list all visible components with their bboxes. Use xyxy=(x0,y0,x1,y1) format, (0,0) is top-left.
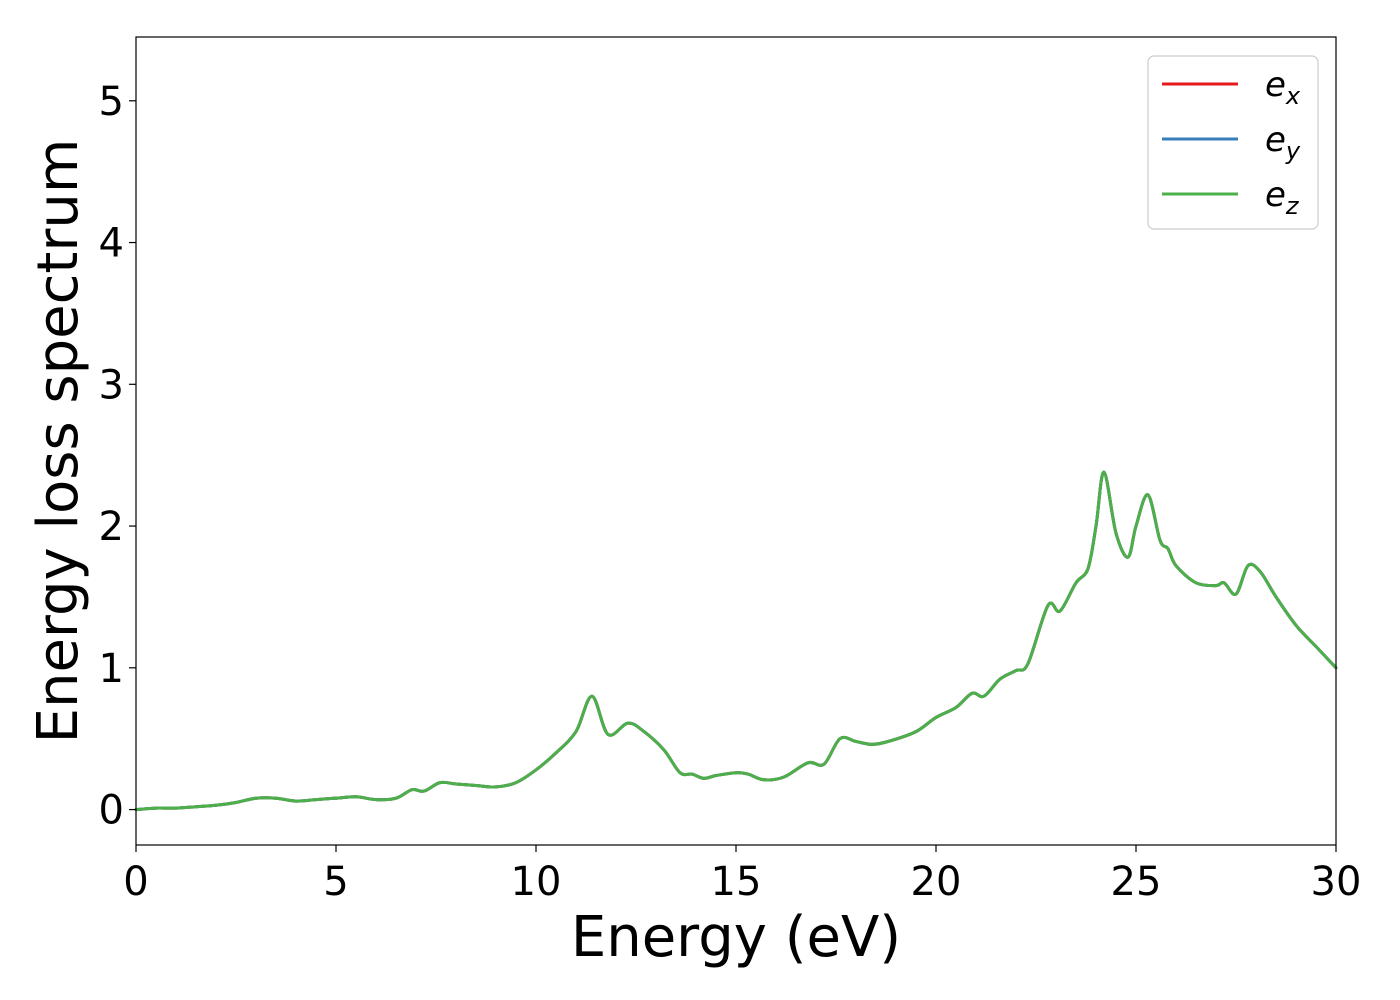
x-axis-ticks: 0 5 10 15 20 25 30 xyxy=(123,845,1361,905)
y-tick-label: 4 xyxy=(99,221,124,267)
y-axis-label: Energy loss spectrum xyxy=(26,139,91,744)
y-tick-label: 3 xyxy=(99,362,124,408)
legend-box xyxy=(1147,55,1319,230)
y-axis-ticks: 0 1 2 3 4 5 xyxy=(99,79,136,834)
x-tick-label: 20 xyxy=(911,859,962,905)
legend-label-x: ex xyxy=(1265,65,1301,110)
legend: ex ey ez xyxy=(1147,55,1319,230)
x-tick-label: 25 xyxy=(1111,859,1162,905)
legend-label-y: ey xyxy=(1265,120,1301,165)
series-line-e-z xyxy=(134,470,1338,812)
x-tick-label: 5 xyxy=(323,859,348,905)
y-tick-label: 0 xyxy=(99,788,124,834)
x-tick-label: 10 xyxy=(511,859,562,905)
series-layer xyxy=(134,470,1338,812)
y-tick-label: 2 xyxy=(99,504,124,550)
x-tick-label: 30 xyxy=(1311,859,1362,905)
x-axis-label: Energy (eV) xyxy=(571,905,901,970)
y-tick-label: 1 xyxy=(99,646,124,692)
y-tick-label: 5 xyxy=(99,79,124,125)
x-tick-label: 15 xyxy=(711,859,762,905)
legend-label-z: ez xyxy=(1265,175,1300,220)
x-tick-label: 0 xyxy=(123,859,148,905)
